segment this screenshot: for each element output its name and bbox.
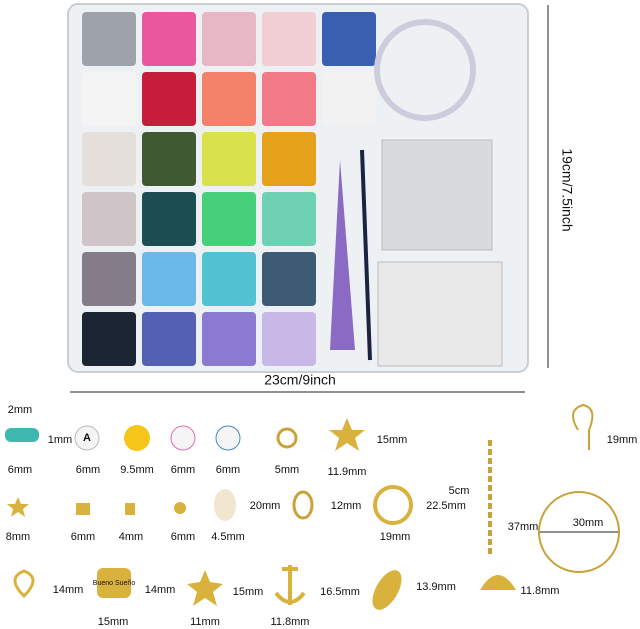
starfish-charm	[187, 570, 223, 606]
smiley-bead	[124, 425, 150, 451]
measurement-label: 6mm	[171, 531, 195, 543]
measurement-label: 16.5mm	[320, 586, 360, 598]
compartment	[262, 252, 316, 306]
measurement-label: 8mm	[6, 531, 30, 543]
compartment	[262, 312, 316, 366]
compartment	[202, 252, 256, 306]
measurement-label: 6mm	[171, 464, 195, 476]
star-charm	[329, 418, 365, 451]
measurement-label: 14mm	[145, 584, 176, 596]
measurement-label: 15mm	[233, 586, 264, 598]
bead-letter: A	[83, 432, 91, 444]
heart-charm	[13, 568, 35, 599]
findings	[381, 139, 493, 251]
measurement-label: 11.8mm	[521, 585, 560, 597]
charm-text: Bueno Sueño	[93, 580, 136, 587]
spacer-bead	[174, 502, 186, 514]
spacer-bead	[125, 503, 135, 515]
measurement-label: 2mm	[8, 404, 32, 416]
compartment	[82, 12, 136, 66]
compartment	[322, 72, 376, 126]
measurement-label: 12mm	[331, 500, 362, 512]
measurement-label: 4mm	[119, 531, 143, 543]
measurement-label: 6mm	[71, 531, 95, 543]
compartment	[202, 12, 256, 66]
hoop	[538, 491, 620, 573]
measurement-label: 15mm	[98, 616, 129, 628]
leaf-charm	[372, 570, 402, 610]
wire-coil	[374, 19, 476, 121]
compartment	[262, 12, 316, 66]
compartment	[142, 192, 196, 246]
compartment	[202, 192, 256, 246]
letter-beads	[377, 261, 503, 367]
feather-threader	[330, 160, 355, 350]
cowrie-shell	[214, 489, 236, 521]
clay-bead	[5, 428, 39, 442]
ear-hook	[572, 403, 594, 450]
compartment	[142, 72, 196, 126]
compartment	[142, 252, 196, 306]
lobster-clasp	[292, 490, 314, 520]
measurement-label: 15mm	[377, 434, 408, 446]
helm-charm	[373, 485, 413, 525]
measurement-label: 37mm	[508, 521, 539, 533]
compartment	[322, 12, 376, 66]
compartment	[262, 192, 316, 246]
compartment	[82, 192, 136, 246]
elephant-charm	[97, 568, 131, 598]
measurement-label: 11mm	[190, 616, 220, 628]
measurement-label: 6mm	[216, 464, 240, 476]
bead-compartments	[82, 12, 376, 366]
letter-bead	[74, 425, 100, 451]
compartment	[142, 312, 196, 366]
compartment	[262, 132, 316, 186]
shell-charm	[480, 575, 516, 590]
compartment	[262, 72, 316, 126]
compartment	[82, 132, 136, 186]
tweezers	[360, 149, 372, 361]
compartment	[202, 312, 256, 366]
measurement-label: 1mm	[48, 434, 72, 446]
measurement-label: 6mm	[8, 464, 32, 476]
measurement-label: 11.8mm	[271, 616, 310, 628]
star-bead	[7, 497, 29, 517]
measurement-label: 13.9mm	[416, 581, 456, 593]
measurement-label: 22.5mm	[426, 500, 466, 512]
items: A Bueno Sueño	[5, 403, 620, 610]
smiley-bead	[170, 425, 196, 451]
anchor-charm	[274, 565, 306, 605]
compartment	[82, 72, 136, 126]
measurement-label: 4.5mm	[211, 531, 245, 543]
measurement-label: 11.9mm	[328, 466, 367, 478]
compartment	[202, 132, 256, 186]
measurement-label: 5mm	[275, 464, 299, 476]
compartment	[82, 312, 136, 366]
measurement-label: 19mm	[380, 531, 411, 543]
spacer-bead	[76, 503, 90, 515]
measurement-labels: 2mm 1mm 6mm 6mm 9.5mm 6mm 6mm 5mm 15mm 11.9mm 19mm…	[6, 404, 638, 628]
measurement-label: 19mm	[607, 434, 638, 446]
jump-ring	[276, 427, 298, 449]
heart-bead	[215, 425, 241, 451]
measurement-label: 9.5mm	[120, 464, 154, 476]
measurement-label: 14mm	[53, 584, 84, 596]
measurement-label: 5cm	[449, 485, 470, 497]
measurement-label: 20mm	[250, 500, 281, 512]
width-label: 23cm/9inch	[264, 372, 336, 388]
compartment	[82, 252, 136, 306]
compartment	[202, 72, 256, 126]
compartment	[142, 12, 196, 66]
height-label: 19cm/7.5inch	[559, 148, 575, 231]
measurement-label: 30mm	[573, 517, 604, 529]
measurement-label: 6mm	[76, 464, 100, 476]
compartment	[142, 132, 196, 186]
